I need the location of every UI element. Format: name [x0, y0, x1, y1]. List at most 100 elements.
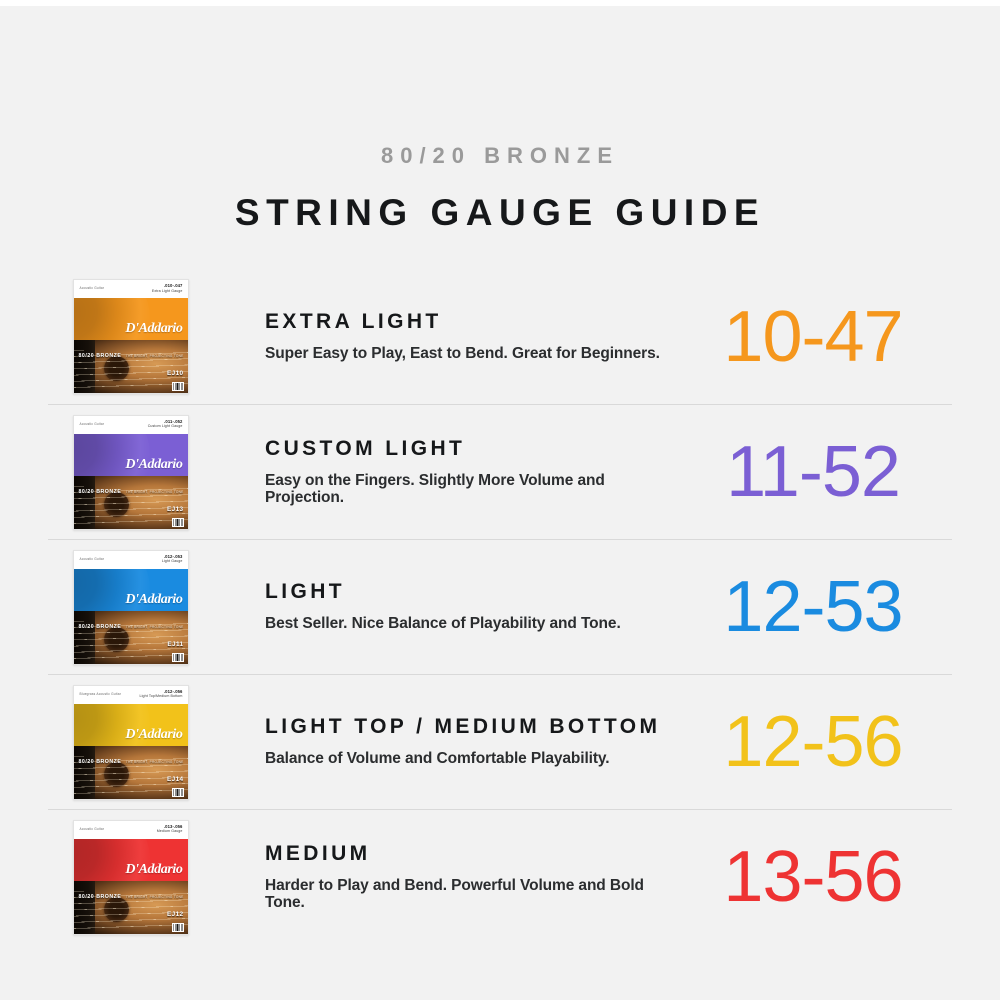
package-product-code: EJ12 [166, 910, 184, 918]
package-gauge-info: .012-.056 Light Top/Medium Bottom [140, 689, 183, 699]
gauge-range-value: 12-56 [723, 702, 903, 782]
package-color-band: D'Addario [73, 838, 188, 881]
product-package-image: Acoustic Guitar .012-.053 Light Gauge D'… [72, 549, 189, 665]
package-gauge-name: Custom Light Gauge [147, 424, 183, 428]
page-header: 80/20 BRONZE STRING GAUGE GUIDE [0, 6, 1000, 233]
package-gauge-numbers: .012-.056 [163, 688, 183, 694]
product-package-cell: Acoustic Guitar .012-.053 Light Gauge D'… [48, 549, 213, 665]
barcode-icon [171, 382, 184, 391]
gauge-range-value: 12-53 [723, 567, 903, 647]
gauge-text-cell: LIGHT TOP / MEDIUM BOTTOM Balance of Vol… [213, 716, 682, 767]
package-gauge-name: Medium Gauge [156, 829, 183, 833]
barcode-icon [171, 922, 184, 932]
package-alloy-info: 80/20 BRONZE THE BRIGHT, PROJECTING TONE… [74, 885, 184, 921]
gauge-name: LIGHT [265, 580, 345, 604]
package-product-code: EJ13 [166, 505, 184, 513]
gauge-range-cell: 13-56 [682, 841, 952, 913]
package-alloy-label: 80/20 BRONZE [78, 488, 122, 495]
package-gauge-info: .013-.056 Medium Gauge [157, 824, 183, 834]
package-gauge-info: .011-.052 Custom Light Gauge [148, 419, 183, 429]
gauge-description: Balance of Volume and Comfortable Playab… [265, 750, 610, 768]
package-gauge-info: .010-.047 Extra Light Gauge [152, 283, 183, 293]
daddario-logo: D'Addario [125, 456, 183, 472]
package-alloy-label: 80/20 BRONZE [78, 353, 122, 359]
gauge-range-cell: 12-53 [682, 571, 952, 643]
guitar-strings-shape [73, 890, 188, 929]
gauge-text-cell: MEDIUM Harder to Play and Bend. Powerful… [213, 843, 682, 911]
guitar-strings-shape [73, 350, 188, 388]
package-alloy-info: 80/20 BRONZE THE BRIGHT, PROJECTING TONE… [74, 615, 184, 651]
gauge-name: CUSTOM LIGHT [265, 436, 466, 460]
package-category-label: Bluegrass Acoustic Guitar [79, 691, 121, 696]
product-package-image: Acoustic Guitar .011-.052 Custom Light G… [72, 414, 189, 530]
package-gauge-numbers: .010-.047 [163, 283, 183, 288]
product-package-cell: Bluegrass Acoustic Guitar .012-.056 Ligh… [48, 684, 213, 800]
package-header-strip: Acoustic Guitar .013-.056 Medium Gauge [73, 820, 188, 839]
product-package-cell: Acoustic Guitar .011-.052 Custom Light G… [48, 414, 213, 530]
package-color-band: D'Addario [73, 433, 188, 476]
gauge-range-value: 13-56 [723, 837, 903, 917]
product-package-cell: Acoustic Guitar .013-.056 Medium Gauge D… [48, 819, 213, 935]
package-guitar-photo: 80/20 BRONZE THE BRIGHT, PROJECTING TONE… [73, 475, 188, 529]
daddario-logo: D'Addario [125, 726, 183, 742]
package-header-strip: Bluegrass Acoustic Guitar .012-.056 Ligh… [73, 685, 188, 704]
package-alloy-info: 80/20 BRONZE THE BRIGHT, PROJECTING TONE… [74, 344, 184, 380]
gauge-description: Easy on the Fingers. Slightly More Volum… [265, 471, 605, 506]
package-category-label: Acoustic Guitar [79, 556, 105, 561]
page-title: STRING GAUGE GUIDE [234, 192, 766, 233]
package-category-label: Acoustic Guitar [79, 421, 105, 426]
package-gauge-name: Extra Light Gauge [151, 288, 183, 293]
package-gauge-numbers: .012-.053 [163, 553, 183, 559]
package-color-band: D'Addario [73, 568, 188, 611]
package-guitar-photo: 80/20 BRONZE THE BRIGHT, PROJECTING TONE… [73, 610, 188, 664]
gauge-text-cell: EXTRA LIGHT Super Easy to Play, East to … [213, 311, 682, 362]
package-color-band: D'Addario [73, 703, 188, 746]
guitar-strings-shape [73, 485, 188, 524]
package-header-strip: Acoustic Guitar .012-.053 Light Gauge [73, 550, 188, 569]
gauge-description: Best Seller. Nice Balance of Playability… [265, 615, 621, 633]
gauge-name: MEDIUM [265, 841, 371, 865]
package-tone-label: THE BRIGHT, PROJECTING TONE [125, 489, 184, 494]
package-gauge-numbers: .013-.056 [163, 823, 183, 829]
daddario-logo: D'Addario [125, 321, 183, 336]
package-guitar-photo: 80/20 BRONZE THE BRIGHT, PROJECTING TONE… [73, 880, 188, 934]
package-tone-label: THE BRIGHT, PROJECTING TONE [125, 894, 184, 899]
barcode-icon [171, 787, 184, 797]
guitar-strings-shape [73, 620, 188, 659]
gauge-range-cell: 11-52 [682, 436, 952, 508]
package-alloy-label: 80/20 BRONZE [78, 623, 122, 630]
gauge-description: Harder to Play and Bend. Powerful Volume… [265, 876, 644, 911]
gauge-text-cell: LIGHT Best Seller. Nice Balance of Playa… [213, 581, 682, 632]
package-product-code: EJ14 [166, 775, 184, 783]
page-eyebrow: 80/20 BRONZE [380, 143, 620, 168]
gauge-name: EXTRA LIGHT [265, 309, 442, 333]
product-package-image: Acoustic Guitar .010-.047 Extra Light Ga… [72, 279, 189, 394]
package-gauge-name: Light Top/Medium Bottom [139, 694, 183, 698]
package-alloy-info: 80/20 BRONZE THE BRIGHT, PROJECTING TONE… [74, 750, 184, 786]
daddario-logo: D'Addario [125, 591, 183, 607]
package-alloy-label: 80/20 BRONZE [78, 893, 122, 900]
gauge-range-value: 11-52 [726, 432, 901, 512]
barcode-icon [171, 652, 184, 662]
gauge-row-list: Acoustic Guitar .010-.047 Extra Light Ga… [0, 269, 1000, 944]
package-gauge-numbers: .011-.052 [164, 418, 183, 424]
package-color-band: D'Addario [73, 298, 188, 340]
package-header-strip: Acoustic Guitar .011-.052 Custom Light G… [73, 415, 188, 434]
package-gauge-info: .012-.053 Light Gauge [162, 554, 183, 564]
package-product-code: EJ11 [167, 640, 184, 648]
package-tone-label: THE BRIGHT, PROJECTING TONE [125, 759, 184, 764]
package-header-strip: Acoustic Guitar .010-.047 Extra Light Ga… [73, 280, 188, 298]
gauge-range-cell: 10-47 [682, 301, 952, 373]
daddario-logo: D'Addario [125, 861, 183, 877]
gauge-row-light: Acoustic Guitar .012-.053 Light Gauge D'… [48, 539, 952, 674]
package-category-label: Acoustic Guitar [79, 286, 105, 290]
package-category-label: Acoustic Guitar [79, 826, 105, 831]
package-tone-label: THE BRIGHT, PROJECTING TONE [125, 354, 184, 358]
gauge-description: Super Easy to Play, East to Bend. Great … [265, 344, 660, 362]
package-gauge-name: Light Gauge [161, 559, 183, 563]
product-package-cell: Acoustic Guitar .010-.047 Extra Light Ga… [48, 279, 213, 394]
guitar-strings-shape [73, 755, 188, 794]
gauge-range-value: 10-47 [723, 296, 903, 377]
package-tone-label: THE BRIGHT, PROJECTING TONE [125, 624, 184, 629]
